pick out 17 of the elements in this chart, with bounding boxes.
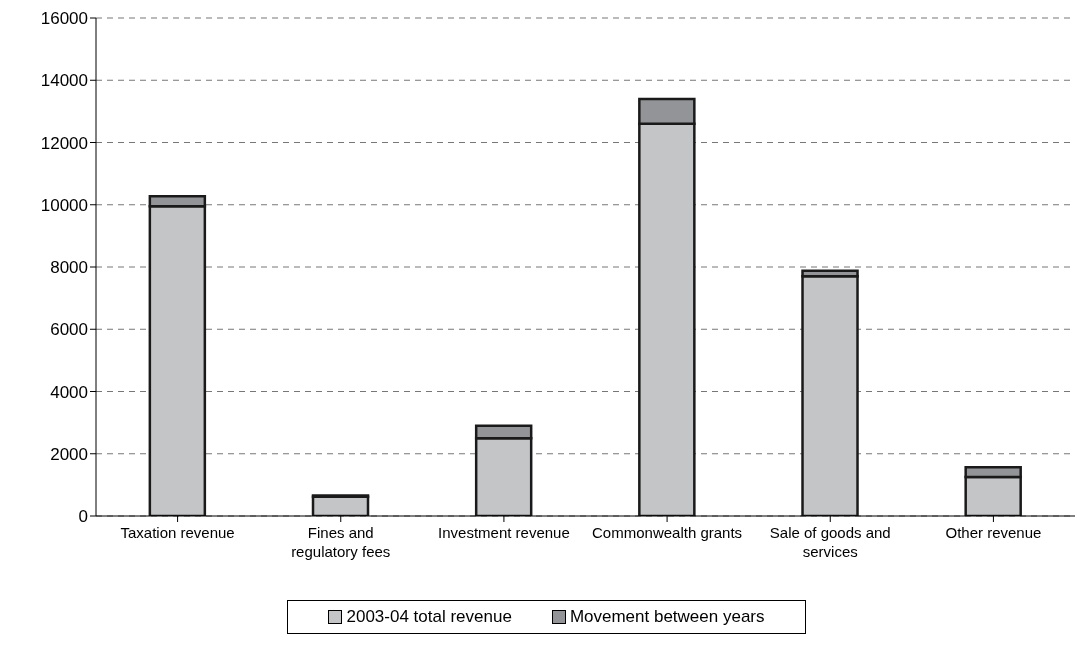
y-tick-label: 12000 bbox=[40, 133, 88, 153]
y-tick-label: 6000 bbox=[50, 320, 88, 340]
y-tick-label: 0 bbox=[78, 507, 88, 527]
y-tick-label: 16000 bbox=[40, 9, 88, 29]
y-tick-label: 8000 bbox=[50, 258, 88, 278]
y-tick-label: 2000 bbox=[50, 444, 88, 464]
y-tick-label: 10000 bbox=[40, 195, 88, 215]
x-tick-label: Commonwealth grants bbox=[592, 524, 743, 541]
x-tick-label: Fines and regulatory fees bbox=[291, 524, 391, 560]
y-tick-label: 14000 bbox=[40, 71, 88, 91]
y-tick-label: 4000 bbox=[50, 382, 88, 402]
x-tick-label: Sale of goods and services bbox=[769, 524, 891, 560]
legend-label: 2003-04 total revenue bbox=[345, 607, 512, 627]
x-tick-label: Investment revenue bbox=[438, 524, 570, 541]
x-tick-label: Other revenue bbox=[945, 524, 1042, 541]
legend-label: Movement between years bbox=[568, 607, 765, 627]
x-tick-label: Taxation revenue bbox=[120, 524, 235, 541]
